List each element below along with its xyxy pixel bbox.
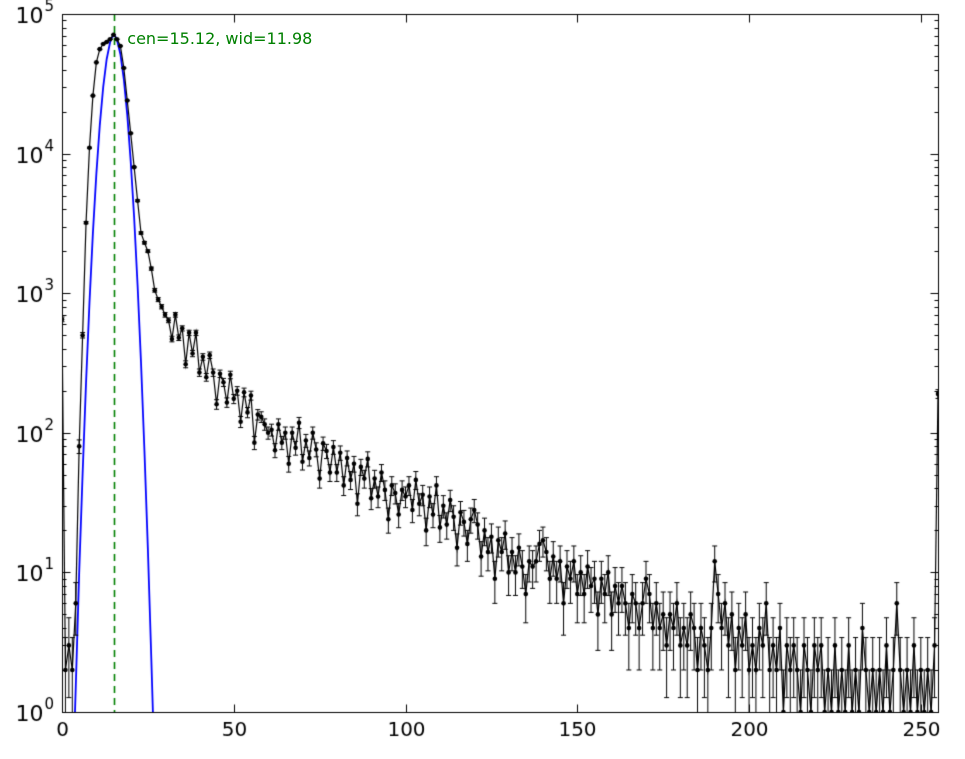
fit-annotation: cen=15.12, wid=11.98 — [127, 28, 313, 48]
